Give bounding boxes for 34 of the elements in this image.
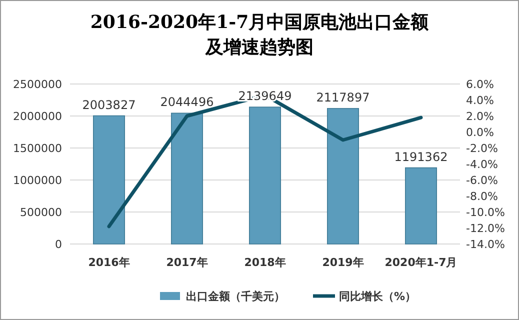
legend-label: 同比增长（%） bbox=[339, 290, 416, 303]
y2-tick-label: -10.0% bbox=[466, 206, 505, 219]
bar bbox=[249, 106, 281, 244]
y2-tick-label: 6.0% bbox=[466, 78, 494, 91]
y-tick-label: 1000000 bbox=[13, 174, 62, 187]
y2-tick-label: -6.0% bbox=[466, 174, 498, 187]
data-label: 2003827 bbox=[82, 98, 136, 112]
data-label: 2117897 bbox=[316, 90, 370, 104]
bar bbox=[327, 108, 359, 244]
bar bbox=[93, 115, 125, 244]
y2-tick-label: 2.0% bbox=[466, 110, 494, 123]
y2-tick-label: -8.0% bbox=[466, 190, 498, 203]
data-label: 2044496 bbox=[160, 95, 214, 110]
chart-title: 2016-2020年1-7月中国原电池出口金额及增速趋势图 bbox=[90, 12, 430, 58]
y2-tick-label: -12.0% bbox=[466, 222, 505, 235]
y2-tick-label: 4.0% bbox=[466, 94, 494, 107]
x-tick-label: 2018年 bbox=[244, 256, 286, 269]
y-tick-label: 2500000 bbox=[13, 78, 62, 91]
x-tick-label: 2020年1-7月 bbox=[384, 256, 458, 269]
y2-tick-label: 0.0% bbox=[466, 126, 494, 139]
y2-tick-label: -14.0% bbox=[466, 238, 505, 251]
y-tick-label: 2000000 bbox=[13, 110, 62, 123]
bar bbox=[171, 112, 203, 244]
x-tick-label: 2016年 bbox=[88, 256, 130, 269]
y2-tick-label: -4.0% bbox=[466, 158, 498, 171]
x-tick-label: 2019年 bbox=[322, 256, 364, 269]
y2-tick-label: -2.0% bbox=[466, 142, 498, 155]
y-tick-label: 1500000 bbox=[13, 142, 62, 155]
x-tick-label: 2017年 bbox=[166, 256, 208, 269]
legend-label: 出口金额（千美元） bbox=[186, 290, 285, 303]
y-tick-label: 500000 bbox=[20, 206, 62, 219]
bar bbox=[405, 167, 437, 244]
y-tick-label: 0 bbox=[55, 238, 62, 251]
data-label: 1191362 bbox=[394, 150, 448, 164]
